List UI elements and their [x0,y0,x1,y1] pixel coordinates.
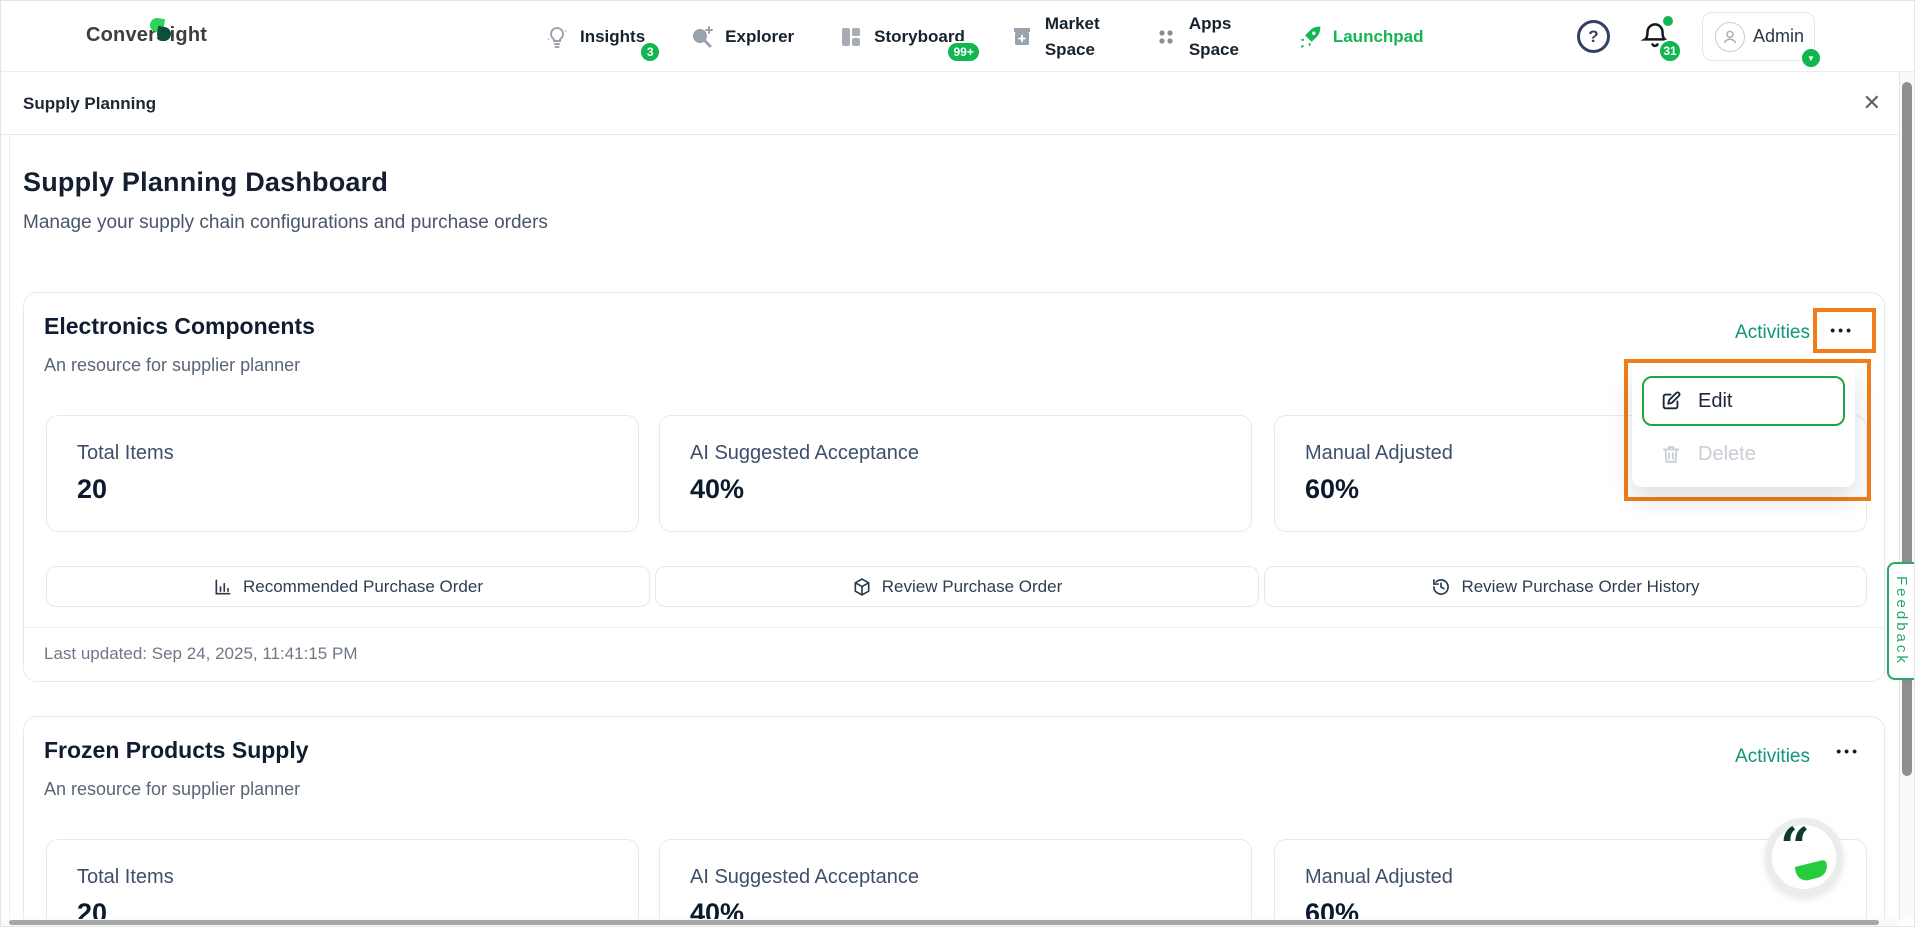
nav-label-launchpad: Launchpad [1332,26,1424,46]
nav-item-market-space[interactable]: Market Space [1009,11,1109,62]
close-icon[interactable]: ✕ [1862,90,1881,115]
window-frame-line [9,72,10,919]
insights-count-badge: 3 [639,40,662,63]
stat-total-items: Total Items 20 [46,415,639,532]
store-plus-icon [1009,24,1035,50]
dots-grid-icon [1153,24,1179,50]
bell-icon [1640,22,1670,47]
horizontal-scrollbar-track [1,919,1899,926]
card-divider [24,627,1884,628]
action-label: Review Purchase Order History [1461,576,1700,596]
nav-label-explorer: Explorer [725,26,795,46]
nav-label-storyboard: Storyboard [874,26,965,46]
action-label: Review Purchase Order [881,576,1063,596]
card-subtitle: An resource for supplier planner [44,779,301,799]
user-name: Admin [1753,26,1805,46]
layout-grid-icon [838,24,864,50]
action-label: Recommended Purchase Order [242,576,483,596]
page-title: Supply Planning Dashboard [23,167,389,197]
nav-item-explorer[interactable]: Explorer [689,24,794,50]
nav-item-apps-space[interactable]: Apps Space [1153,11,1253,62]
last-updated-text: Last updated: Sep 24, 2025, 11:41:15 PM [44,644,358,663]
bar-chart-icon [213,577,233,597]
stat-ai-suggested-acceptance: AI Suggested Acceptance 40% [659,415,1252,532]
help-glyph: ? [1588,26,1599,46]
menu-item-label: Delete [1698,442,1756,465]
help-icon[interactable]: ? [1577,20,1610,53]
brand-name: ConverSight [86,24,208,46]
supply-card-frozen: Frozen Products Supply Activities ••• An… [23,716,1885,926]
stat-ai-suggested-acceptance: AI Suggested Acceptance 40% [659,839,1252,926]
brand-logo[interactable]: ConverSight [86,16,208,47]
vertical-scrollbar-track [1899,72,1914,919]
leaf-dark-icon [155,25,173,43]
activities-link[interactable]: Activities [1735,746,1810,767]
more-options-button[interactable]: ••• [1830,322,1854,338]
nav-label-insights: Insights [580,26,646,46]
nav-right-cluster: ? 31 Admin ▼ [1577,1,1822,72]
feedback-label: Feedback [1893,576,1910,666]
stat-total-items: Total Items 20 [46,839,639,926]
top-navigation: ConverSight Insights 3 [1,1,1914,72]
menu-item-delete[interactable]: Delete [1642,432,1845,476]
avatar-icon [1715,21,1745,52]
feedback-tab[interactable]: Feedback [1887,562,1914,680]
notifications-bell[interactable]: 31 [1640,15,1682,63]
recommended-purchase-order-button[interactable]: Recommended Purchase Order [46,566,650,607]
context-menu: Edit Delete [1632,367,1855,487]
card-title: Electronics Components [44,313,315,339]
package-icon [852,577,872,597]
nav-item-insights[interactable]: Insights 3 [544,24,662,63]
horizontal-scrollbar-thumb[interactable] [9,920,1879,925]
rocket-icon [1297,24,1323,50]
review-purchase-order-history-button[interactable]: Review Purchase Order History [1264,566,1867,607]
stat-label: AI Suggested Acceptance [690,866,920,888]
stat-value: 40% [690,474,745,504]
stat-value: 20 [77,474,108,504]
supply-card-electronics: Electronics Components Activities ••• An… [23,292,1885,682]
edit-pencil-icon [1660,390,1682,412]
stat-label: AI Suggested Acceptance [690,442,920,464]
brand-leaf-icon [148,16,176,44]
notification-dot-icon [1663,15,1673,26]
stat-value: 60% [1305,474,1360,504]
stat-label: Total Items [77,442,174,464]
bulb-icon [544,24,570,50]
trash-icon [1660,443,1682,465]
card-subtitle: An resource for supplier planner [44,355,301,375]
module-tab-title: Supply Planning [23,94,157,113]
stat-label: Total Items [77,866,174,888]
stat-label: Manual Adjusted [1305,442,1453,464]
magnifier-plus-icon [689,24,715,50]
nav-menu: Insights 3 Explorer [544,1,1424,72]
stat-label: Manual Adjusted [1305,866,1453,888]
notification-count-badge: 31 [1658,38,1682,63]
menu-item-edit[interactable]: Edit [1642,376,1845,426]
activities-link[interactable]: Activities [1735,322,1810,343]
storyboard-count-badge: 99+ [946,40,981,63]
page-subtitle: Manage your supply chain configurations … [23,212,548,233]
module-tab-bar: Supply Planning ✕ [1,72,1914,135]
annotation-highlight-dropdown: Edit Delete [1624,359,1871,501]
chevron-down-icon: ▼ [1800,47,1822,69]
vertical-scrollbar-thumb[interactable] [1902,82,1912,776]
nav-label-market-space: Market Space [1044,14,1100,59]
nav-item-storyboard[interactable]: Storyboard 99+ [838,24,981,63]
more-options-button[interactable]: ••• [1836,743,1860,759]
menu-item-label: Edit [1698,389,1733,412]
history-clock-icon [1431,577,1451,597]
card-title: Frozen Products Supply [44,737,309,763]
nav-item-launchpad[interactable]: Launchpad [1297,24,1424,50]
user-menu-button[interactable]: Admin ▼ [1702,12,1822,69]
chat-assistant-button[interactable]: “ [1765,817,1843,896]
nav-label-apps-space: Apps Space [1188,14,1239,59]
caret-glyph: ▼ [1807,53,1815,63]
review-purchase-order-button[interactable]: Review Purchase Order [655,566,1259,607]
